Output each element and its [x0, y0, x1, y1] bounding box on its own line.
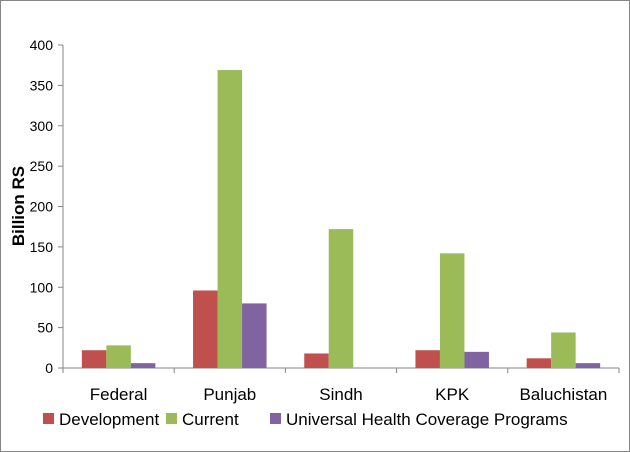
bar	[464, 351, 489, 368]
legend-swatch	[166, 413, 177, 424]
y-axis-label: Billion RS	[9, 166, 28, 246]
legend-swatch	[270, 413, 281, 424]
bar	[575, 363, 601, 368]
category-label: Sindh	[319, 385, 362, 404]
bar	[551, 332, 576, 368]
legend-swatch	[43, 413, 54, 424]
category-label: Punjab	[203, 385, 256, 404]
y-tick-label: 50	[37, 320, 53, 336]
category-label: Baluchistan	[519, 385, 607, 404]
bar	[304, 353, 329, 368]
bar	[415, 350, 440, 368]
category-label: KPK	[435, 385, 470, 404]
legend-label: Universal Health Coverage Programs	[286, 410, 568, 429]
y-tick-label: 200	[30, 199, 54, 215]
legend-item: Current	[166, 410, 239, 429]
y-tick-labels: 0 50 100 150 200 250 300 350 400	[30, 37, 54, 376]
y-tick-label: 400	[30, 37, 54, 53]
category-labels: Federal Punjab Sindh KPK Baluchistan	[90, 385, 608, 404]
y-tick-label: 350	[30, 77, 54, 93]
bar	[217, 70, 243, 368]
bar	[193, 290, 218, 368]
category-label: Federal	[90, 385, 148, 404]
legend-item: Development	[43, 410, 159, 429]
bar	[328, 229, 354, 368]
y-tick-label: 100	[30, 279, 54, 295]
y-tick-label: 250	[30, 158, 54, 174]
bars	[81, 70, 601, 368]
y-tick-label: 150	[30, 239, 54, 255]
legend: Development Current Universal Health Cover…	[43, 410, 568, 429]
bar	[130, 363, 156, 368]
bar	[106, 345, 131, 368]
bar	[242, 303, 267, 368]
legend-label: Current	[182, 410, 239, 429]
y-tick-label: 0	[45, 360, 53, 376]
legend-label: Development	[59, 410, 159, 429]
y-tick-label: 300	[30, 118, 54, 134]
bar	[526, 358, 552, 368]
legend-item: Universal Health Coverage Programs	[270, 410, 568, 429]
bar	[439, 253, 465, 368]
bar	[81, 350, 107, 368]
